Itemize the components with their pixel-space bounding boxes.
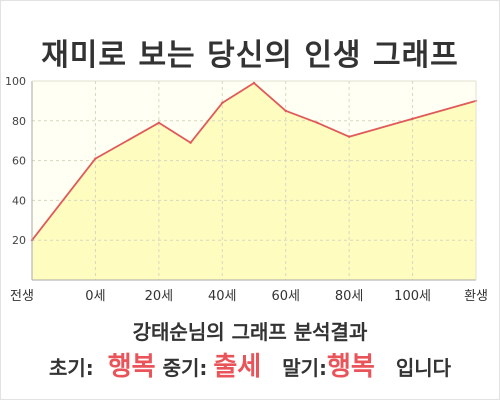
data-point-1 [94,157,97,160]
data-point-4 [221,101,224,105]
x-tick-label-5: 80세 [335,289,364,304]
x-tick-label-4: 60세 [271,289,300,304]
data-point-2 [157,121,161,124]
late-label: 말기: [282,356,328,380]
early-value: 행복 [107,352,156,382]
early-label: 초기: [48,356,94,380]
x-tick-label-0: 전생 [10,289,34,304]
data-point-7 [316,121,319,124]
x-tick-label-2: 20세 [145,289,174,304]
mid-value: 출세 [213,352,262,382]
x-tick-label-7: 환생 [464,289,488,304]
analysis-summary: 초기: 행복 중기: 출세 말기:행복 입니다 [0,346,500,383]
x-tick-label-1: 0세 [85,289,105,304]
data-point-9 [411,117,414,121]
data-point-5 [252,81,256,85]
mid-label: 중기: [162,356,208,380]
x-tick-label-3: 40세 [208,289,237,304]
y-tick-label-60: 60 [12,155,26,168]
late-value: 행복 [327,352,375,382]
data-point-3 [189,141,192,144]
y-tick-label-100: 100 [5,75,26,88]
data-point-8 [347,135,351,138]
y-tick-label-80: 80 [12,115,26,128]
page-title: 재미로 보는 당신의 인생 그래프 [41,38,459,73]
analysis-subtitle: 강태순님의 그래프 분석결과 [132,320,368,344]
ending-text: 입니다 [395,356,452,380]
data-point-6 [284,109,287,113]
x-tick-label-6: 100세 [394,289,431,304]
y-tick-label-40: 40 [12,194,26,207]
y-tick-label-20: 20 [12,234,26,247]
